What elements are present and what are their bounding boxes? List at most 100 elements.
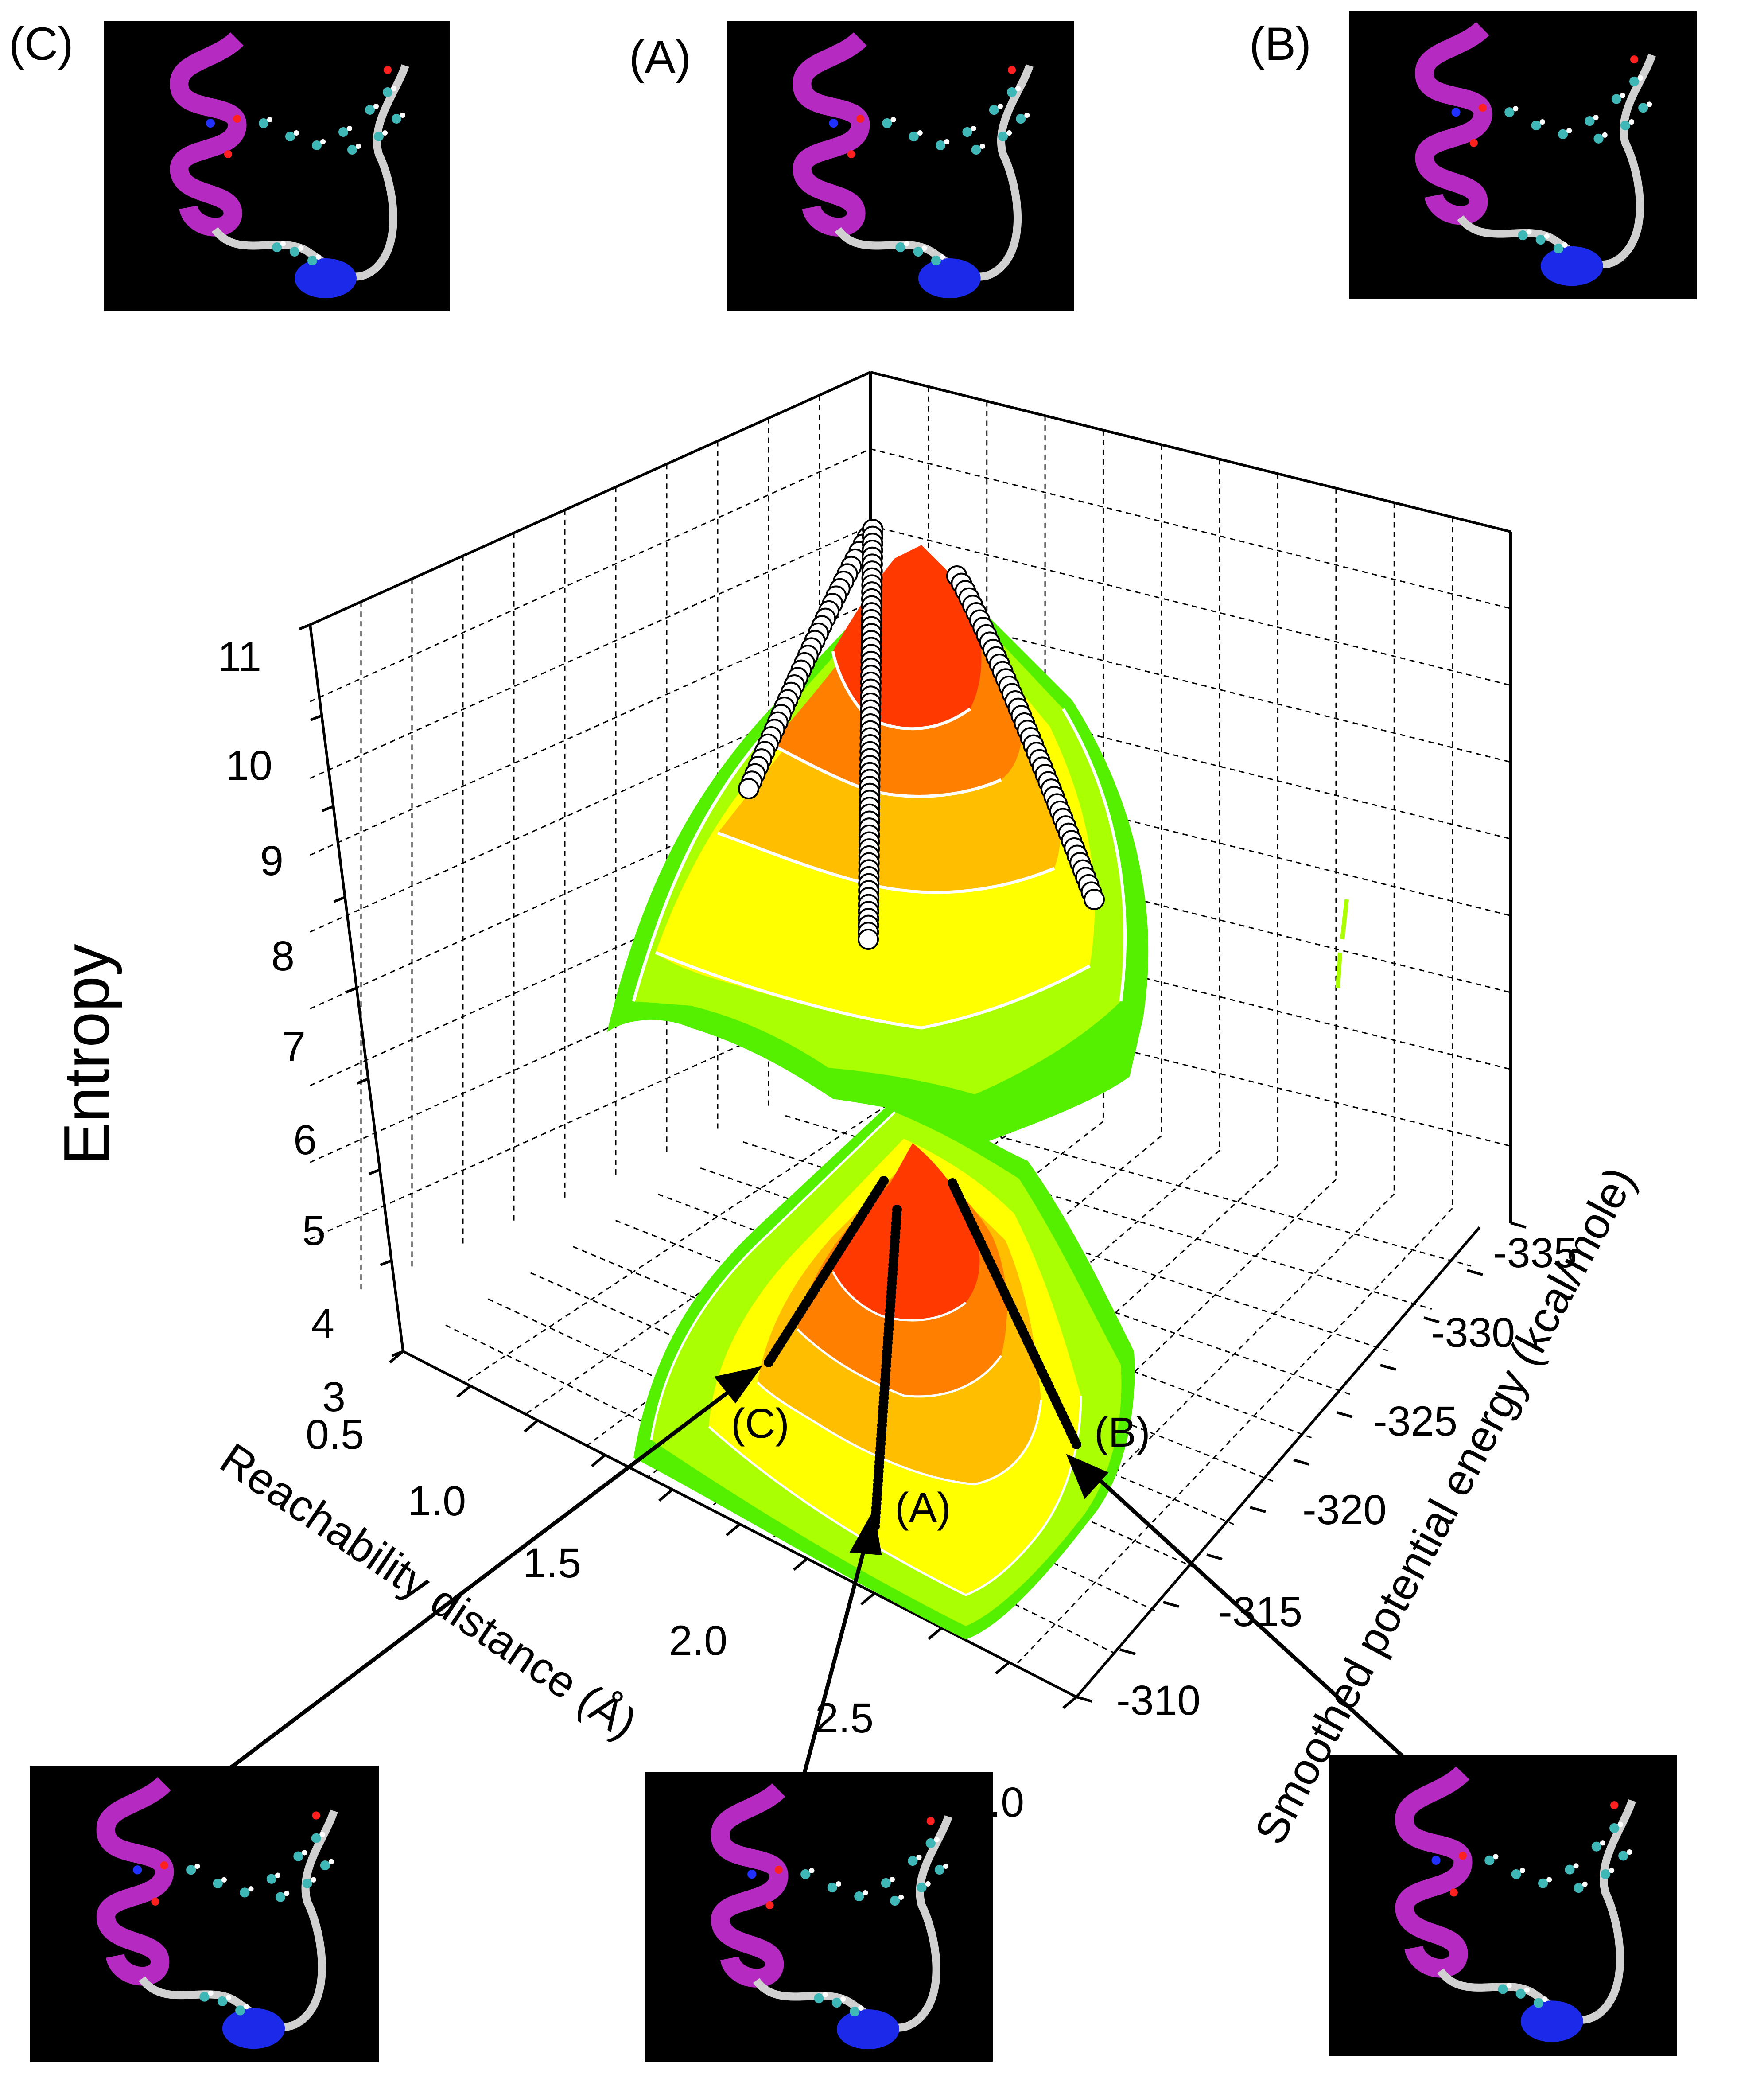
atom (208, 1990, 214, 1996)
strand-ribbon (295, 258, 357, 298)
plot-annotations: (C) (A) (B) (731, 1400, 1150, 1531)
atom (311, 1833, 321, 1843)
atom (1531, 120, 1541, 131)
atom (822, 1992, 828, 1998)
atom (1518, 230, 1528, 241)
atom (1582, 1881, 1588, 1887)
annotation-c: (C) (731, 1400, 789, 1447)
atom (840, 1996, 846, 2002)
top-label-b: (B) (1249, 18, 1311, 70)
helix-ribbon (1395, 1766, 1473, 1978)
atom (1539, 119, 1545, 125)
atom (1638, 75, 1644, 81)
atom (1546, 1877, 1552, 1883)
atom (971, 144, 981, 155)
atom (921, 245, 927, 251)
atom (248, 1886, 254, 1892)
atom (1609, 1823, 1620, 1833)
grid-line (310, 909, 871, 1163)
atom (1431, 1856, 1441, 1865)
y-tick (1163, 1601, 1179, 1608)
atom (224, 150, 232, 158)
arrowhead-b (1066, 1454, 1109, 1499)
y-tick-label: -310 (1116, 1677, 1201, 1724)
atom (285, 132, 295, 141)
x-tick (860, 1592, 875, 1606)
atom (747, 1869, 757, 1879)
grid-line (310, 678, 871, 933)
atom (997, 103, 1003, 109)
x-tick (591, 1454, 606, 1467)
floor-series-b-marker (1072, 1440, 1081, 1449)
atom (1629, 119, 1635, 125)
molecule-panels (30, 11, 1697, 2062)
floor-series-markers (764, 1176, 1081, 1531)
panel-background (1349, 11, 1697, 299)
atom (235, 2005, 245, 2016)
y-tick (1119, 1648, 1136, 1655)
atom (1538, 1878, 1548, 1888)
atom (1600, 1869, 1611, 1879)
atom (1630, 55, 1639, 64)
atom (925, 1881, 931, 1887)
atom (1600, 1840, 1605, 1846)
atom (858, 2005, 864, 2011)
atom (272, 242, 282, 252)
arrow-c (229, 1385, 737, 1770)
atom (1484, 1855, 1495, 1865)
atom (1620, 120, 1631, 131)
atom (1629, 76, 1640, 86)
z-tick-label: 7 (282, 1023, 306, 1070)
atom (1008, 66, 1016, 74)
x-tick (658, 1488, 673, 1502)
x-tick-label: 2.5 (815, 1695, 874, 1742)
grid-line (831, 1164, 1278, 1572)
atom (1498, 1984, 1508, 1994)
grid-line (310, 755, 871, 1010)
atom (1015, 86, 1021, 92)
upper-series-markers (738, 519, 1105, 950)
atom (1451, 108, 1461, 117)
y-tick-label: -315 (1218, 1588, 1302, 1635)
atom (356, 144, 361, 149)
atom (1449, 1888, 1458, 1897)
grid-line (525, 1092, 987, 1415)
atom (926, 1817, 935, 1825)
panel-background (727, 21, 1074, 311)
strand-ribbon (836, 2009, 900, 2049)
atom (913, 246, 923, 257)
panel-background (104, 21, 450, 311)
z-tick-label: 8 (271, 933, 295, 980)
atom (1609, 1868, 1615, 1873)
atom (1469, 139, 1478, 147)
grid-line (310, 832, 871, 1086)
atom (312, 140, 322, 150)
x-tick-label: 2.0 (669, 1617, 727, 1664)
annotation-a: (A) (895, 1484, 951, 1531)
lower-contour-3 (797, 1328, 1002, 1398)
atom (1566, 128, 1572, 133)
stray-mark (1336, 899, 1349, 988)
atom (827, 1882, 837, 1893)
atom (275, 1872, 281, 1878)
atom (934, 1837, 940, 1843)
atom (1007, 87, 1017, 97)
atom (1006, 130, 1012, 136)
atom (814, 1993, 824, 2004)
atom (293, 1851, 303, 1861)
atom (186, 1865, 196, 1875)
z-tick-label: 5 (302, 1207, 326, 1254)
z-tick (310, 714, 322, 721)
atom (392, 114, 401, 124)
grid-line (310, 602, 871, 856)
arrow-a (802, 1541, 868, 1775)
atom (1638, 103, 1648, 113)
atom (1562, 242, 1568, 248)
x-tick (793, 1557, 808, 1571)
atom (979, 143, 985, 149)
atom (160, 1861, 168, 1870)
y-tick-label: -320 (1302, 1486, 1387, 1533)
atom (1602, 132, 1608, 138)
atom (1610, 1801, 1619, 1809)
z-tick (357, 1078, 369, 1085)
